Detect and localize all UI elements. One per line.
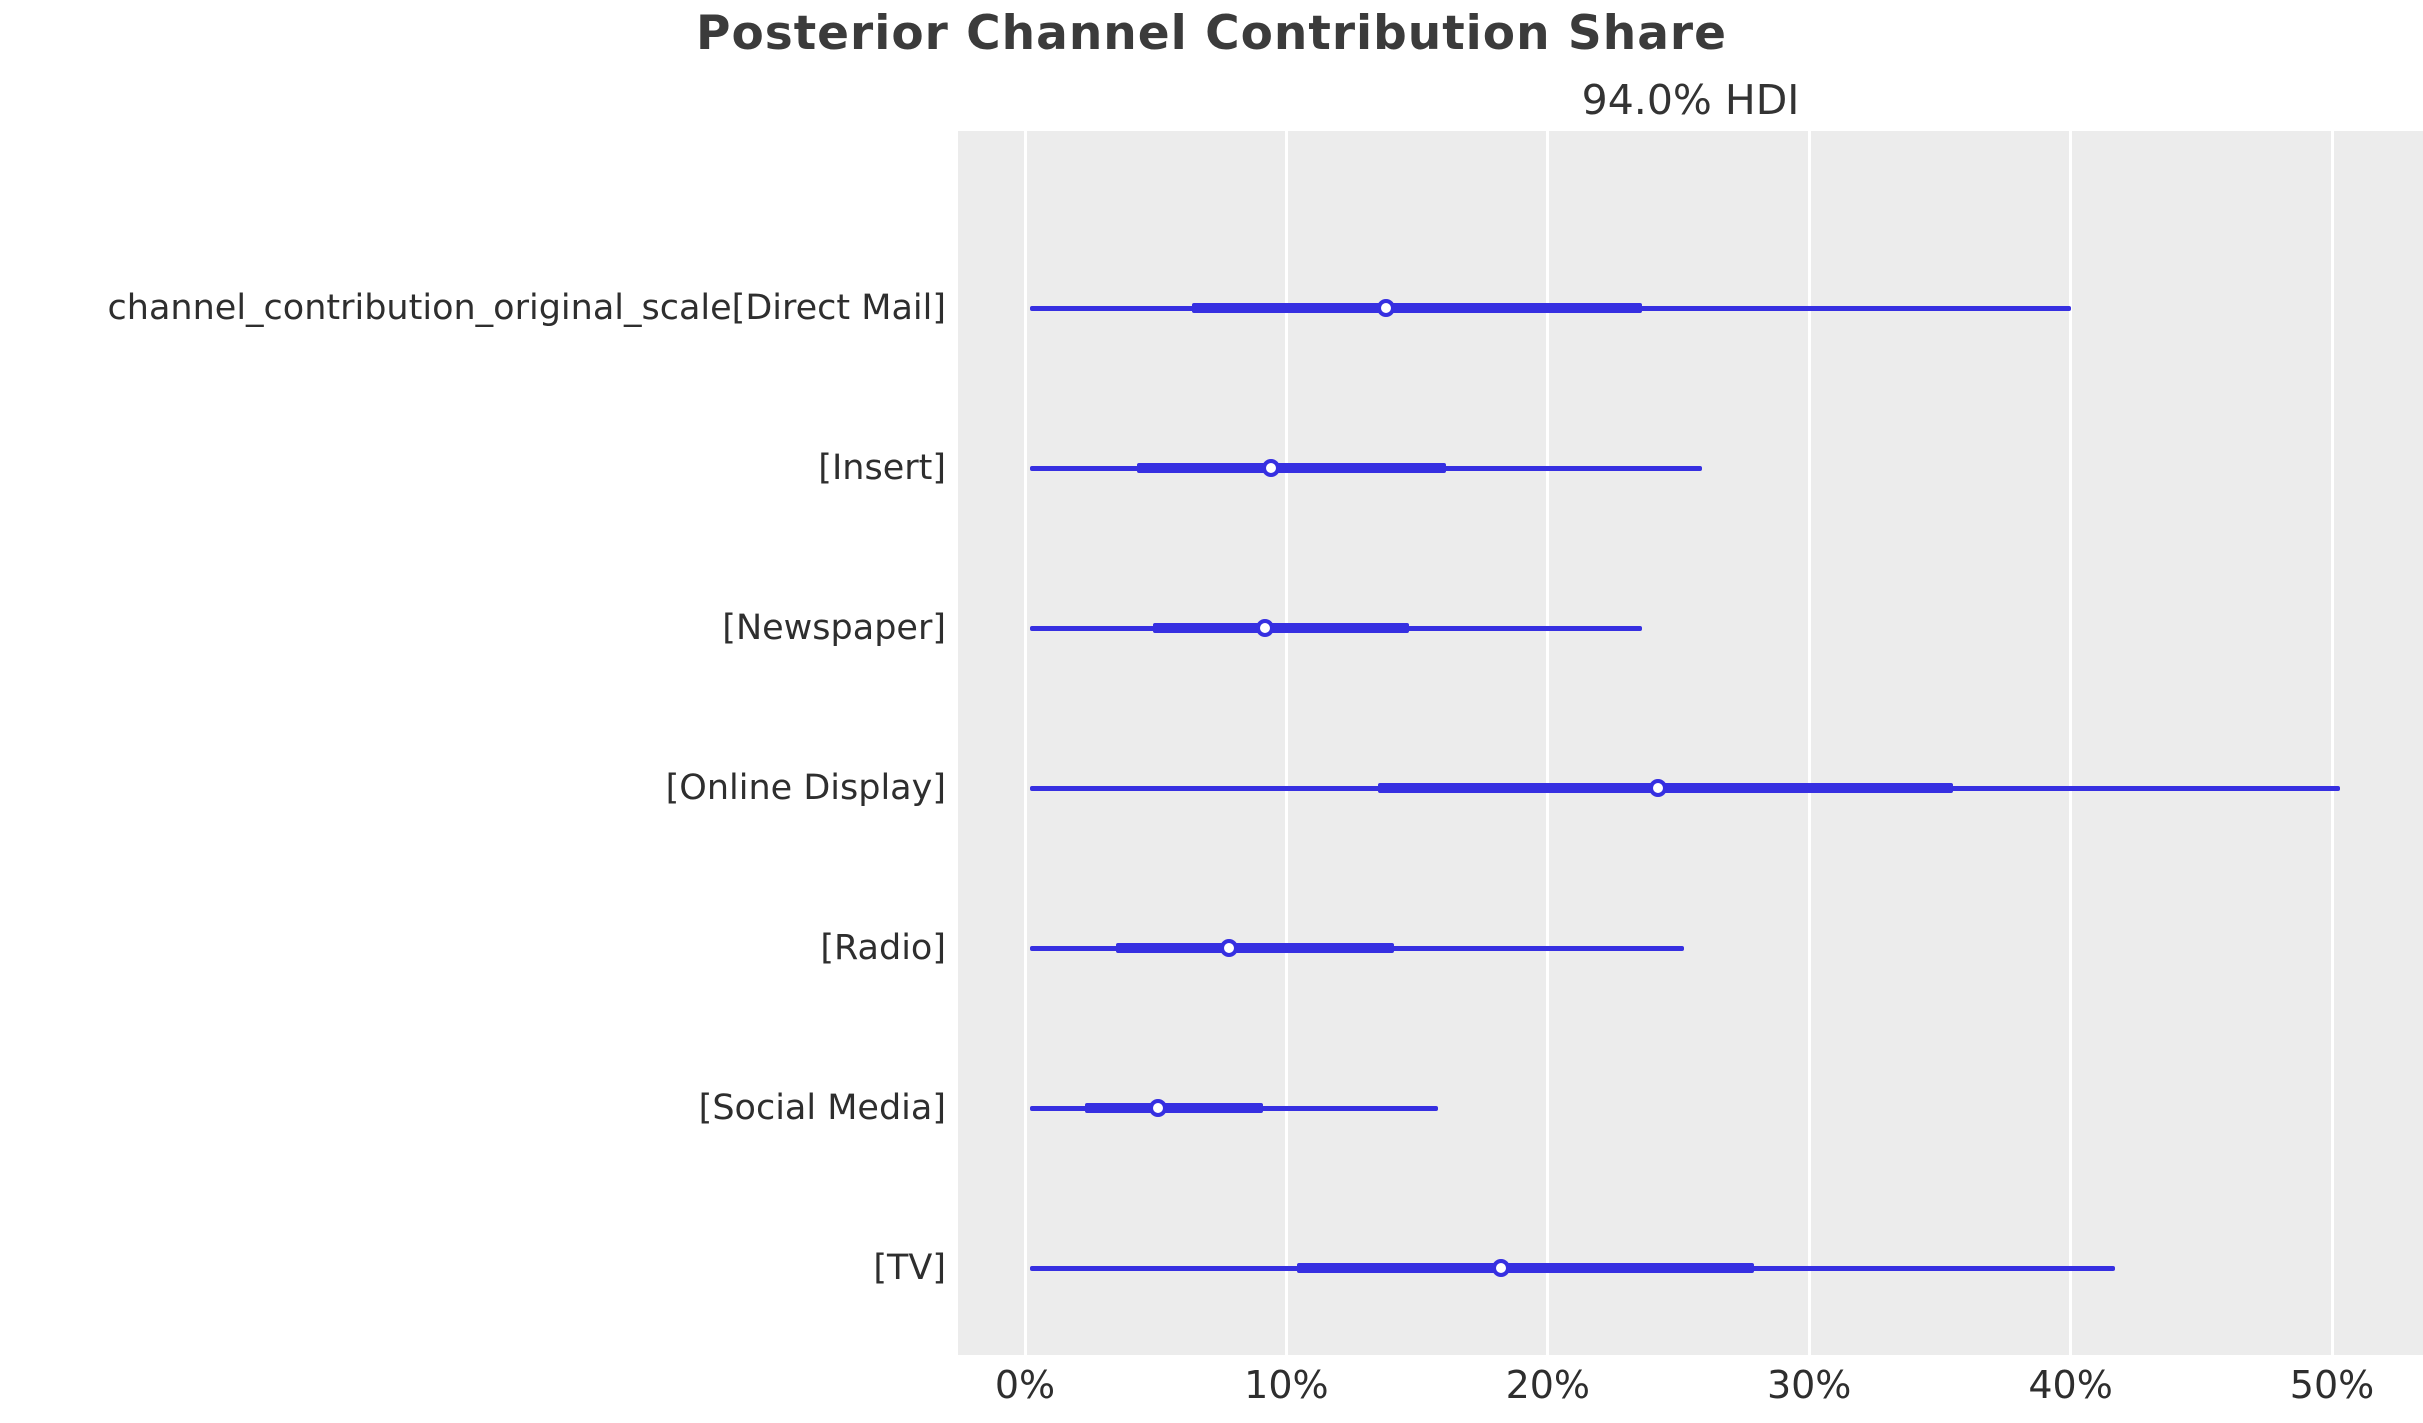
median-marker [1219, 939, 1238, 957]
median-marker [1648, 779, 1667, 797]
y-axis-label: [Social Media] [698, 1088, 946, 1128]
interquartile-line [1137, 463, 1446, 473]
interquartile-line [1153, 623, 1410, 633]
gridline [1284, 131, 1288, 1355]
y-axis-label: [Online Display] [665, 768, 946, 808]
gridline [1023, 131, 1027, 1355]
plot-area [958, 131, 2423, 1355]
y-axis-label: channel_contribution_original_scale[Dire… [107, 288, 946, 328]
interquartile-line [1085, 1103, 1263, 1113]
x-tick-label: 0% [994, 1363, 1056, 1407]
interquartile-line [1296, 1263, 1755, 1273]
median-marker [1261, 459, 1280, 477]
median-marker [1376, 299, 1395, 317]
gridline [1807, 131, 1811, 1355]
interquartile-line [1116, 943, 1394, 953]
figure-title: Posterior Channel Contribution Share [696, 6, 1727, 61]
x-tick-label: 40% [2028, 1363, 2113, 1407]
gridline [1546, 131, 1550, 1355]
x-tick-label: 20% [1505, 1363, 1591, 1407]
y-axis-label: [TV] [873, 1248, 946, 1288]
hdi-subtitle: 94.0% HDI [1581, 76, 1800, 124]
gridline [2069, 131, 2073, 1355]
median-marker [1149, 1099, 1168, 1117]
y-axis-label: [Insert] [818, 448, 946, 488]
x-tick-label: 50% [2289, 1363, 2375, 1407]
x-tick-label: 10% [1244, 1363, 1329, 1407]
interquartile-line [1192, 303, 1642, 313]
median-marker [1256, 619, 1275, 637]
x-tick-label: 30% [1766, 1363, 1852, 1407]
y-axis-label: [Newspaper] [722, 608, 946, 648]
median-marker [1491, 1259, 1510, 1277]
y-axis-label: [Radio] [820, 928, 946, 968]
gridline [2330, 131, 2334, 1355]
